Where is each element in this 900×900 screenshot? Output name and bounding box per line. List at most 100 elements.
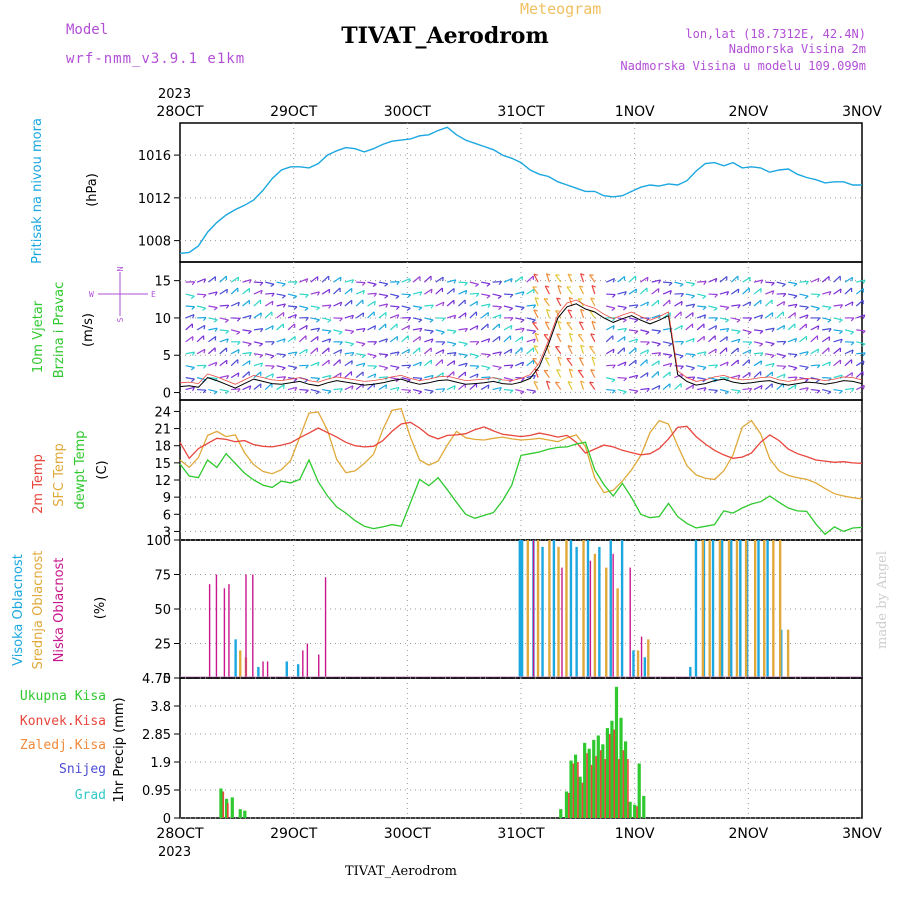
wind-barb-flag	[475, 293, 480, 297]
wind-barb	[719, 388, 729, 393]
wind-barb-flag	[783, 373, 786, 379]
wind-barb	[556, 369, 562, 378]
wind-barb-flag	[862, 352, 866, 357]
wind-barb	[833, 275, 841, 283]
wind-barb-flag	[749, 301, 752, 306]
wind-barb-flag	[316, 327, 321, 332]
wind-barb	[742, 359, 750, 367]
precip-bar-total	[587, 748, 591, 818]
wind-barb-flag	[237, 388, 241, 393]
wind-barb	[242, 351, 252, 355]
wind-barb	[310, 291, 320, 295]
wind-barb-flag	[315, 391, 320, 395]
wind-barb	[492, 386, 502, 391]
wind-barb-flag	[533, 375, 536, 380]
wind-barb-flag	[569, 296, 574, 300]
wind-barb-flag	[623, 328, 628, 333]
wind-barb-flag	[361, 282, 366, 286]
wind-barb-flag	[816, 364, 821, 369]
wind-barb-flag	[237, 302, 240, 307]
wind-barb	[674, 383, 682, 391]
cloud-bar-low	[589, 560, 592, 678]
wind-barb	[481, 376, 491, 379]
wind-barb-flag	[533, 380, 538, 384]
wind-barb-flag	[702, 295, 707, 299]
precip-bar-total	[559, 809, 563, 818]
cloud-bar-mid	[593, 553, 597, 678]
precip-ytick-label: 2.85	[142, 728, 171, 743]
wind-barb	[481, 338, 490, 343]
cloud-bar-low	[223, 588, 226, 678]
wind-barb-flag	[714, 325, 718, 330]
precip-bar-total	[642, 795, 646, 818]
wind-barb-flag	[839, 330, 843, 335]
wind-barb	[242, 314, 252, 319]
wind-barb-flag	[486, 295, 491, 299]
wind-barb-flag	[590, 333, 595, 336]
wind-barb-flag	[839, 390, 843, 394]
wind-barb	[481, 293, 491, 297]
wind-barb	[503, 364, 513, 367]
wind-barb-flag	[351, 279, 355, 284]
wind-barb-flag	[781, 283, 786, 288]
cloud-bar-low	[252, 574, 254, 678]
wind-barb-flag	[294, 387, 298, 392]
wind-barb-flag	[316, 307, 320, 311]
wind-barb	[788, 353, 798, 356]
wind-barb	[742, 387, 752, 391]
wind-barb-flag	[714, 278, 718, 283]
cloud-bar-high	[620, 540, 624, 678]
wind-barb	[810, 305, 820, 309]
wind-barb	[185, 336, 194, 343]
wind-barb	[435, 349, 445, 355]
wind-barb-flag	[612, 278, 616, 283]
wind-barb	[589, 310, 596, 319]
wind-barb	[776, 373, 786, 379]
wind-speed-line	[179, 303, 863, 389]
wind-barb-flag	[748, 317, 753, 322]
wind-barb-flag	[794, 338, 798, 343]
wind-barb	[242, 371, 250, 379]
wind-barb	[833, 338, 843, 343]
wind-barb	[765, 327, 775, 331]
wind-barb-flag	[590, 297, 595, 300]
ylabel-temp-unit: (C)	[95, 460, 110, 479]
wind-barb-flag	[281, 367, 286, 371]
precip-bar-convective	[595, 756, 597, 818]
wind-barb-flag	[714, 390, 718, 394]
wind-barb-flag	[453, 360, 456, 365]
wind-barb	[822, 328, 832, 331]
wind-barb-flag	[703, 281, 707, 285]
wind-barb	[787, 365, 797, 369]
wind-barb	[253, 289, 263, 295]
wind-barb-flag	[591, 320, 596, 324]
wind-barb-flag	[418, 319, 423, 323]
wind-barb	[605, 325, 615, 331]
wind-barb-flag	[725, 306, 730, 311]
wind-barb	[799, 323, 807, 331]
wind-barb-flag	[521, 291, 525, 296]
wind-barb	[253, 341, 263, 345]
wind-barb-flag	[350, 330, 355, 335]
wind-barb	[481, 281, 491, 285]
precip-bar-total	[592, 739, 596, 818]
wind-barb-flag	[760, 352, 764, 357]
wind-barb-flag	[692, 384, 695, 389]
compass-west: W	[89, 290, 94, 299]
precip-legend: Ukupna Kisa Konvek.Kisa Zaledj.Kisa Snij…	[20, 689, 106, 803]
wind-barb-flag	[556, 369, 561, 372]
wind-barb-flag	[328, 304, 332, 309]
wind-barb	[446, 299, 455, 307]
cloud-bar-high	[296, 664, 300, 678]
page-title: TIVAT_Aerodrom	[341, 23, 549, 49]
wind-barb	[545, 309, 550, 319]
wind-barb-flag	[474, 355, 479, 359]
wind-barb-flag	[247, 343, 252, 347]
wind-barb	[662, 312, 671, 319]
wind-barb-flag	[339, 277, 342, 282]
wind-barb	[423, 275, 432, 283]
wind-barb	[765, 290, 774, 295]
wind-barb	[492, 293, 502, 297]
wind-barb-flag	[327, 390, 332, 395]
wind-barb-flag	[202, 307, 207, 311]
